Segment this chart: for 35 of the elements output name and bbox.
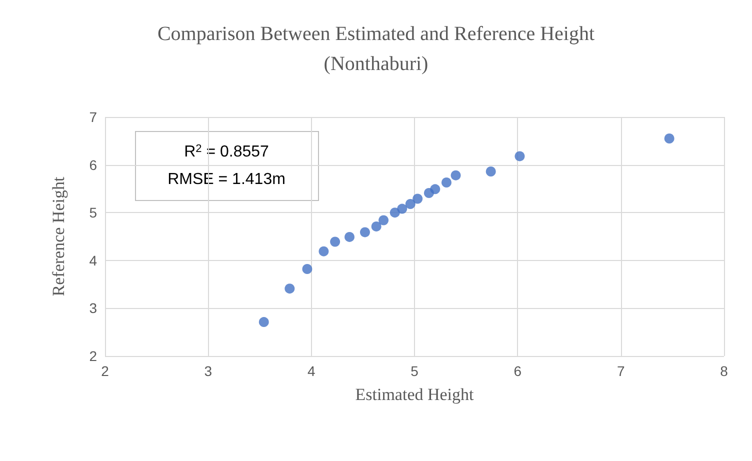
x-tick-label: 4 bbox=[307, 363, 316, 379]
y-tick-label: 4 bbox=[89, 252, 98, 268]
point bbox=[412, 194, 423, 204]
y-tick-label: 7 bbox=[89, 109, 98, 125]
point bbox=[397, 204, 408, 214]
point bbox=[405, 199, 416, 209]
point bbox=[318, 246, 329, 256]
x-tick-label: 8 bbox=[720, 363, 728, 379]
point bbox=[344, 232, 355, 242]
point bbox=[486, 166, 496, 176]
point bbox=[360, 227, 370, 238]
chart-title: Comparison Between Estimated and Reference Height (Nonthaburi) bbox=[157, 23, 595, 75]
y-axis-title: Reference Height bbox=[49, 176, 68, 296]
point bbox=[284, 284, 295, 294]
y-tick-label: 3 bbox=[89, 300, 98, 316]
y-tick-label: 5 bbox=[89, 204, 98, 221]
point bbox=[664, 134, 674, 144]
x-axis-title: Estimated Height bbox=[355, 385, 474, 404]
point bbox=[450, 170, 461, 180]
point bbox=[258, 317, 269, 328]
y-tick-label: 2 bbox=[89, 348, 98, 364]
x-tick-label: 5 bbox=[410, 363, 419, 379]
point bbox=[514, 151, 525, 162]
point bbox=[378, 215, 389, 226]
x-tick-label: 6 bbox=[514, 363, 522, 379]
x-tick-label: 2 bbox=[101, 363, 110, 379]
point bbox=[330, 236, 340, 247]
point bbox=[371, 221, 382, 232]
point bbox=[302, 264, 312, 274]
point bbox=[430, 184, 440, 194]
annotation: RMSE = 1.413m bbox=[168, 171, 286, 188]
y-tick-label: 6 bbox=[89, 156, 98, 173]
point bbox=[441, 177, 452, 188]
x-tick-label: 3 bbox=[204, 363, 212, 379]
x-tick-label: 7 bbox=[616, 363, 625, 379]
